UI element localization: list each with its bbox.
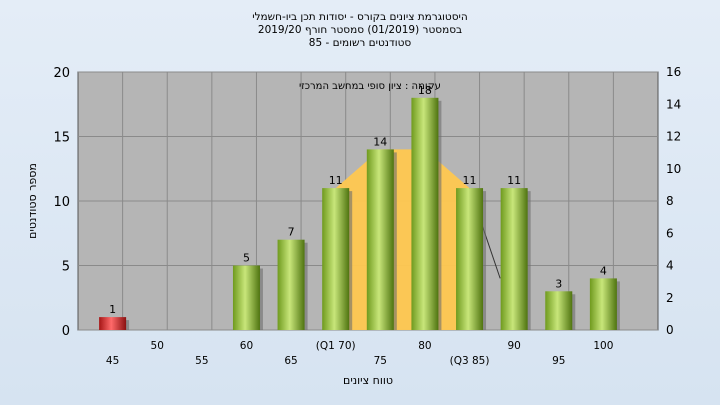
bar-value-label: 11 (329, 174, 343, 187)
x-tick-label: 45 (106, 355, 119, 367)
bar-value-label: 5 (243, 252, 250, 265)
y2-tick-label: 8 (666, 194, 674, 208)
histogram-bar (456, 188, 484, 330)
histogram-bar (545, 291, 573, 330)
histogram-bar (322, 188, 350, 330)
x-tick-label: 90 (507, 340, 520, 352)
bar-value-label: 11 (463, 174, 477, 187)
distribution-curve-area (333, 149, 472, 330)
y2-tick-label: 0 (666, 323, 674, 337)
bar-value-label: 4 (600, 264, 607, 277)
histogram-bar (232, 265, 260, 330)
bar-value-label: 7 (288, 226, 295, 239)
x-tick-label: 60 (240, 340, 253, 352)
bar-value-label: 18 (418, 84, 432, 97)
y2-tick-label: 2 (666, 291, 674, 305)
y2-tick-label: 10 (666, 162, 681, 176)
bar-value-label: 1 (109, 303, 116, 316)
x-tick-label: (Q1 70) (316, 340, 356, 352)
histogram-bar (99, 317, 127, 330)
y2-tick-label: 6 (666, 226, 674, 240)
histogram-bar (589, 278, 617, 330)
y-tick-label: 0 (62, 324, 70, 339)
x-tick-label: 55 (195, 355, 208, 367)
y2-tick-label: 12 (666, 130, 681, 144)
bar-value-label: 3 (555, 277, 562, 290)
y2-tick-label: 4 (666, 259, 674, 273)
bar-value-label: 14 (373, 135, 387, 148)
x-tick-label: 75 (374, 355, 387, 367)
y-axis-label: מספר סטודנטים (26, 163, 39, 239)
chart-title-line-1: היסטוגרמת ציונים בקורס - יסודות תכן ביו-… (252, 11, 468, 23)
x-tick-label: 65 (284, 355, 297, 367)
bar-value-label: 11 (507, 174, 521, 187)
x-tick-label: (Q3 85) (450, 355, 490, 367)
x-tick-label: 100 (593, 340, 613, 352)
y2-tick-label: 14 (666, 97, 681, 111)
x-tick-label: 50 (151, 340, 164, 352)
histogram-bar (411, 97, 439, 330)
x-tick-label: 80 (418, 340, 431, 352)
histogram-bar (500, 188, 528, 330)
y2-tick-label: 16 (666, 65, 681, 79)
y-tick-label: 15 (53, 131, 70, 146)
legend-text: עקומה : ציון סופי במחשב המרכזי (299, 81, 441, 92)
histogram-bar (366, 149, 394, 330)
x-axis-label: טווח ציונים (343, 374, 393, 387)
chart-title-line-2: בסמסטר (01/2019) סמסטר חורף 2019/20 (257, 24, 463, 36)
histogram-bar (277, 239, 305, 330)
y-tick-label: 20 (53, 66, 70, 81)
x-tick-label: 95 (552, 355, 565, 367)
chart-title-line-3: סטודנטים רשומים - 85 (308, 37, 412, 49)
y-tick-label: 5 (62, 260, 70, 275)
y-tick-label: 10 (53, 195, 70, 210)
